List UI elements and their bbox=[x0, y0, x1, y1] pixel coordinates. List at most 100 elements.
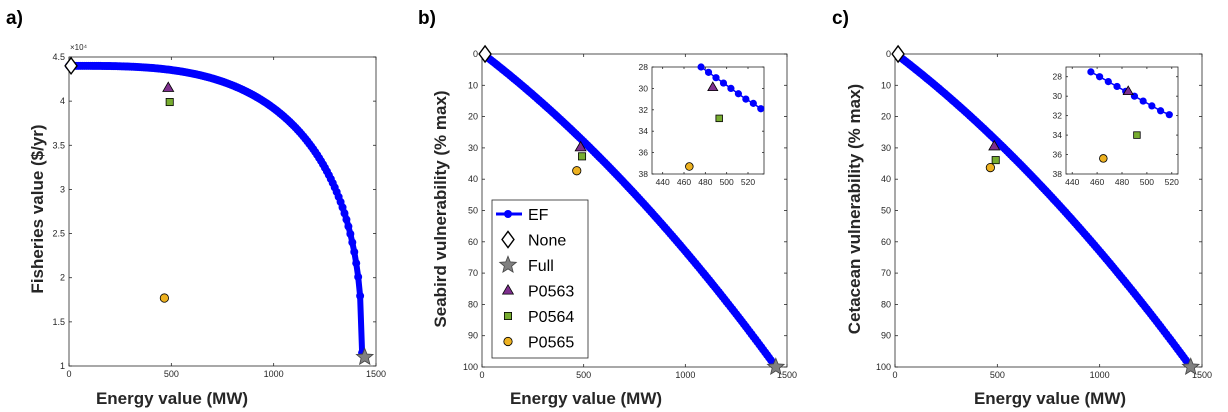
panel-c-ytick-label: 0 bbox=[886, 49, 891, 59]
panel-c-point-p0563 bbox=[988, 139, 1001, 151]
panel-b-ytick-label: 30 bbox=[468, 143, 478, 153]
panel-b-ytick-label: 90 bbox=[468, 331, 478, 341]
panel-b-inset-point-p0565 bbox=[685, 162, 694, 171]
legend-label-p0563: P0563 bbox=[528, 284, 574, 301]
panel-c-point-p0565 bbox=[985, 163, 995, 173]
panel-c-point-none bbox=[891, 44, 905, 64]
legend-swatch-full bbox=[498, 255, 518, 273]
panel-b-inset-ytick-label: 34 bbox=[639, 126, 649, 136]
panel-a-frontier-point bbox=[346, 229, 355, 238]
panel-c-xtick-label: 1000 bbox=[1090, 370, 1110, 380]
panel-b-inset-xtick-label: 460 bbox=[677, 177, 691, 187]
panel-c-ytick-label: 100 bbox=[876, 362, 891, 372]
panel-b-ylabel: Seabird vulnerability (% max) bbox=[431, 90, 450, 327]
panel-b-inset-axes-box bbox=[651, 66, 765, 175]
panel-b-inset-xtick-label: 440 bbox=[656, 177, 670, 187]
panel-c-inset-ytick-label: 30 bbox=[1053, 91, 1063, 101]
panel-b-inset-ytick-label: 36 bbox=[639, 148, 649, 158]
panel-b-xlabel: Energy value (MW) bbox=[510, 389, 662, 408]
panel-c-inset-frontier-point bbox=[1139, 97, 1147, 105]
panel-c-inset-frontier-point bbox=[1096, 73, 1104, 81]
panel-a-ytick-label: 1 bbox=[60, 361, 65, 371]
panel-c-point-p0564 bbox=[991, 156, 1000, 165]
panel-b-ytick-label: 70 bbox=[468, 268, 478, 278]
panel-b-inset-ytick-label: 28 bbox=[639, 62, 649, 72]
panel-b-ytick-label: 20 bbox=[468, 112, 478, 122]
panel-b-inset-frontier-point bbox=[712, 74, 720, 82]
panel-b-point-full bbox=[766, 357, 786, 375]
legend-swatch-p0565 bbox=[503, 336, 513, 347]
panel-a: a) ×10⁴ Energy value (MW) Fisheries valu… bbox=[6, 8, 248, 408]
panel-b-inset-point-p0563 bbox=[707, 81, 719, 92]
panel-b-point-p0563 bbox=[574, 140, 587, 152]
panel-c-xtick-label: 0 bbox=[892, 370, 897, 380]
panel-b-ytick-label: 0 bbox=[473, 49, 478, 59]
legend-label-p0565: P0565 bbox=[528, 335, 574, 352]
panel-a-frontier-point bbox=[354, 272, 363, 281]
panel-b-inset-frontier-point bbox=[749, 99, 757, 107]
panel-a-ytick-label: 3 bbox=[60, 184, 65, 194]
panel-c-inset-ytick-label: 38 bbox=[1053, 169, 1063, 179]
panel-a-point-p0565 bbox=[159, 293, 169, 303]
panel-b-inset-ytick-label: 38 bbox=[639, 169, 649, 179]
panel-c-inset-frontier-point bbox=[1148, 102, 1156, 110]
legend: EF None Full P0563 P0564 P0565 bbox=[491, 199, 589, 359]
panel-c-inset-frontier-point bbox=[1165, 111, 1173, 119]
panel-a-xtick-label: 1500 bbox=[366, 369, 386, 379]
panel-c-ytick-label: 30 bbox=[881, 143, 891, 153]
panel-c-xtick-label: 500 bbox=[990, 370, 1005, 380]
panel-a-xlabel: Energy value (MW) bbox=[96, 389, 248, 408]
panel-b-label: b) bbox=[418, 8, 436, 29]
panel-a-xtick-label: 500 bbox=[164, 369, 179, 379]
panel-a-ytick-label: 3.5 bbox=[52, 140, 65, 150]
panel-c-inset-frontier-point bbox=[1104, 77, 1112, 86]
panel-c-ytick-label: 10 bbox=[881, 80, 891, 90]
panel-a-xtick-label: 1000 bbox=[264, 369, 284, 379]
panel-a-label: a) bbox=[6, 8, 23, 29]
panel-c-inset-xtick-label: 520 bbox=[1165, 177, 1179, 187]
panel-c-inset-point-p0563 bbox=[1122, 85, 1134, 96]
panel-c-inset-frontier-point bbox=[1113, 82, 1121, 91]
legend-swatch-p0564 bbox=[503, 311, 512, 320]
panel-a-frontier-point bbox=[340, 209, 349, 218]
panel-a-point-p0564 bbox=[165, 98, 174, 107]
panel-b-xtick-label: 0 bbox=[479, 370, 484, 380]
panel-c-inset-axes-box bbox=[1065, 66, 1179, 175]
panel-c-label: c) bbox=[832, 8, 849, 29]
panel-c-inset-ytick-label: 28 bbox=[1053, 72, 1063, 82]
panel-b-inset-frontier-point bbox=[757, 105, 765, 113]
panel-a-point-none bbox=[64, 56, 78, 76]
panel-c-inset-ytick-label: 36 bbox=[1053, 150, 1063, 160]
panel-a-frontier-point bbox=[344, 222, 353, 231]
panel-b-ytick-label: 60 bbox=[468, 237, 478, 247]
panel-a-ytick-label: 1.5 bbox=[52, 317, 65, 327]
panel-b-ytick-label: 40 bbox=[468, 174, 478, 184]
legend-swatch-ef bbox=[504, 210, 512, 218]
panel-b-point-none bbox=[478, 44, 492, 64]
legend-label-full: Full bbox=[528, 258, 554, 275]
legend-swatch-p0563 bbox=[501, 284, 515, 295]
panel-b-inset-xtick-label: 500 bbox=[720, 177, 734, 187]
panel-a-frontier-point bbox=[342, 215, 351, 224]
panel-b-ytick-label: 10 bbox=[468, 80, 478, 90]
legend-box bbox=[491, 199, 589, 359]
panel-a-frontier-point bbox=[352, 259, 361, 268]
panel-a-ytick-label: 2 bbox=[60, 273, 65, 283]
panel-c-inset-xtick-label: 440 bbox=[1065, 177, 1079, 187]
panel-c-inset-frontier-point bbox=[1087, 68, 1095, 76]
panel-b-ytick-label: 100 bbox=[463, 362, 478, 372]
panel-c-inset-xtick-label: 460 bbox=[1090, 177, 1104, 187]
panel-c-point-full bbox=[1181, 357, 1201, 375]
panel-c-ytick-label: 40 bbox=[881, 174, 891, 184]
panel-b-point-p0565 bbox=[572, 166, 582, 176]
panel-b-ytick-label: 80 bbox=[468, 299, 478, 309]
panel-b-inset-xtick-label: 520 bbox=[741, 177, 755, 187]
panel-c-inset-point-p0565 bbox=[1099, 154, 1108, 163]
panel-b-xtick-label: 1500 bbox=[777, 370, 797, 380]
panel-a-axes-box bbox=[68, 56, 377, 367]
panel-a-frontier-point bbox=[356, 291, 365, 300]
panel-b-inset-frontier-point bbox=[734, 90, 743, 98]
panel-c-inset-xtick-label: 500 bbox=[1140, 177, 1154, 187]
legend-swatch-none bbox=[501, 230, 515, 249]
panel-b-xtick-label: 1000 bbox=[675, 370, 695, 380]
